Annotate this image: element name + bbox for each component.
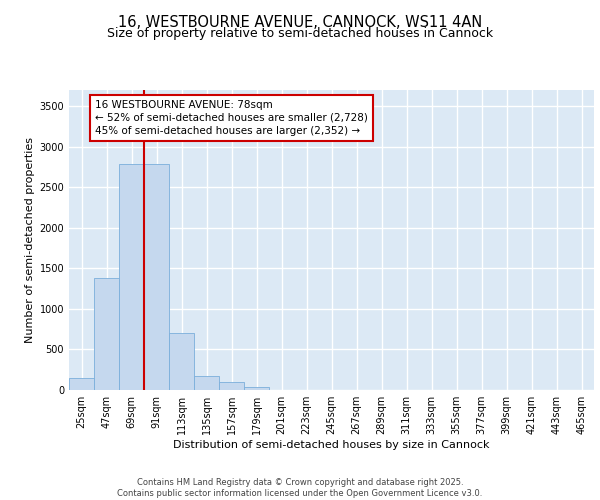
- Bar: [194, 376, 219, 390]
- Bar: [69, 378, 94, 390]
- Bar: [119, 164, 144, 390]
- Text: Size of property relative to semi-detached houses in Cannock: Size of property relative to semi-detach…: [107, 28, 493, 40]
- Bar: [94, 278, 119, 390]
- Text: 16 WESTBOURNE AVENUE: 78sqm
← 52% of semi-detached houses are smaller (2,728)
45: 16 WESTBOURNE AVENUE: 78sqm ← 52% of sem…: [95, 100, 368, 136]
- Bar: [169, 333, 194, 390]
- Bar: [144, 164, 169, 390]
- Text: Contains HM Land Registry data © Crown copyright and database right 2025.
Contai: Contains HM Land Registry data © Crown c…: [118, 478, 482, 498]
- Text: 16, WESTBOURNE AVENUE, CANNOCK, WS11 4AN: 16, WESTBOURNE AVENUE, CANNOCK, WS11 4AN: [118, 15, 482, 30]
- Bar: [244, 387, 269, 390]
- Y-axis label: Number of semi-detached properties: Number of semi-detached properties: [25, 137, 35, 343]
- X-axis label: Distribution of semi-detached houses by size in Cannock: Distribution of semi-detached houses by …: [173, 440, 490, 450]
- Bar: [219, 382, 244, 390]
